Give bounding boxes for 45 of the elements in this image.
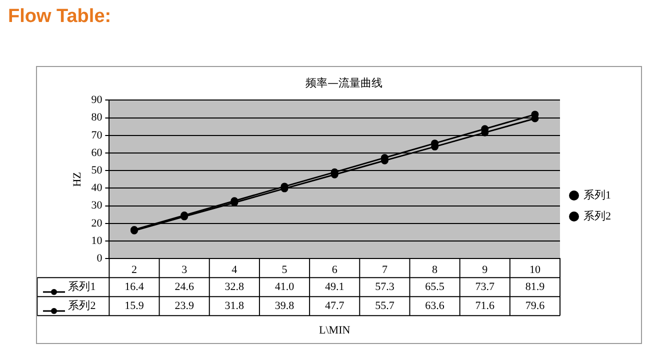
y-tick-label: 0 bbox=[96, 252, 103, 264]
x-tick-label: 10 bbox=[529, 264, 541, 276]
chart-title: Flow Table: bbox=[8, 6, 112, 28]
data-label: 73.7 bbox=[475, 280, 495, 293]
y-tick-label: 20 bbox=[91, 217, 103, 230]
data-label: 57.3 bbox=[375, 280, 395, 293]
y-tick-label: 90 bbox=[91, 94, 103, 106]
x-tick-label: 5 bbox=[282, 264, 288, 276]
data-label: 23.9 bbox=[174, 300, 194, 312]
data-label: 47.7 bbox=[324, 300, 345, 312]
y-tick-label: 10 bbox=[91, 234, 103, 247]
data-label: 49.1 bbox=[324, 280, 344, 293]
y-tick-label: 30 bbox=[91, 200, 103, 212]
y-axis-title: HZ bbox=[71, 172, 84, 187]
text: 系列2 bbox=[68, 300, 96, 312]
y-tick-label: 60 bbox=[91, 146, 103, 159]
x-tick-label: 4 bbox=[232, 264, 238, 276]
data-label: 41.0 bbox=[274, 280, 295, 293]
legend-label: 系列2 bbox=[584, 209, 611, 222]
y-tick-label: 80 bbox=[91, 112, 103, 124]
data-label: 79.6 bbox=[525, 300, 546, 312]
data-label: 55.7 bbox=[375, 300, 395, 312]
legend-label: 系列1 bbox=[584, 188, 611, 202]
data-label: 63.6 bbox=[425, 300, 445, 312]
text: 系列1 bbox=[68, 280, 96, 293]
chart-subtitle: 频率—流量曲线 bbox=[306, 76, 382, 90]
x-axis-title: L\MIN bbox=[319, 324, 350, 336]
data-label: 32.8 bbox=[224, 280, 245, 293]
y-tick-label: 50 bbox=[91, 164, 103, 176]
x-tick-label: 2 bbox=[131, 264, 137, 276]
data-label: 65.5 bbox=[425, 280, 445, 293]
y-tick-label: 40 bbox=[91, 182, 103, 194]
data-label: 16.4 bbox=[124, 280, 144, 293]
x-tick-label: 6 bbox=[332, 264, 338, 276]
x-tick-label: 9 bbox=[482, 264, 488, 276]
data-label: 15.9 bbox=[124, 300, 144, 312]
data-label: 24.6 bbox=[174, 280, 194, 293]
y-tick-label: 70 bbox=[91, 129, 103, 142]
x-tick-label: 8 bbox=[432, 264, 438, 276]
data-label: 31.8 bbox=[224, 300, 245, 312]
data-label: 81.9 bbox=[525, 280, 546, 293]
data-label: 39.8 bbox=[274, 300, 295, 312]
x-tick-label: 7 bbox=[382, 264, 388, 276]
data-label: 71.6 bbox=[475, 300, 495, 312]
x-tick-label: 3 bbox=[182, 264, 188, 276]
